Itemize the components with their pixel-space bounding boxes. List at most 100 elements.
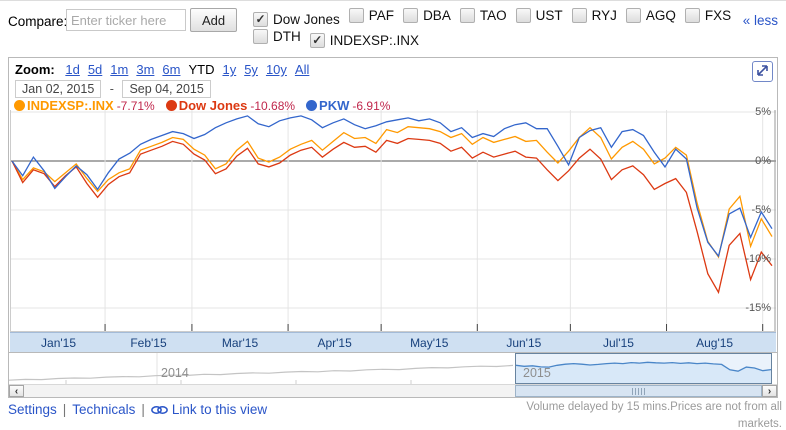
series-line-indexsp-inx xyxy=(11,126,773,259)
ticker-label: Dow Jones xyxy=(273,12,340,27)
legend-dot-icon xyxy=(165,100,177,111)
link-to-this-view-link[interactable]: Link to this view xyxy=(171,402,268,417)
legend-item-pkw: PKW -6.91% xyxy=(306,98,399,113)
zoom-range-3m[interactable]: 3m xyxy=(136,62,155,77)
compare-label: Compare: xyxy=(8,14,68,29)
checkbox-unchecked-icon[interactable] xyxy=(515,8,531,23)
scrubber-scrollbar[interactable]: ‹ › xyxy=(9,384,777,397)
checkbox-checked-icon[interactable]: ✓ xyxy=(309,33,325,48)
ticker-label: INDEXSP:.INX xyxy=(329,33,420,48)
ticker-checkbox-fxs[interactable]: FXS xyxy=(684,8,731,23)
ticker-label: DBA xyxy=(423,8,451,23)
y-tick-label: 5% xyxy=(755,106,771,118)
y-tick-label: -15% xyxy=(745,302,771,314)
zoom-range-ytd[interactable]: YTD xyxy=(188,62,215,77)
scrubber-selected-range[interactable]: 2015 xyxy=(515,353,772,384)
ticker-label: UST xyxy=(535,8,563,23)
x-tick-label: Mar'15 xyxy=(221,336,259,350)
y-tick-label: -10% xyxy=(745,253,771,265)
ticker-checkbox-dow-jones[interactable]: ✓ Dow Jones xyxy=(253,12,340,27)
scrubber-chart-2014[interactable] xyxy=(9,353,513,384)
legend-series-name: PKW xyxy=(319,98,350,113)
scrollbar-thumb[interactable] xyxy=(515,385,762,397)
scrubber-year-2014-label: 2014 xyxy=(161,366,189,380)
ticker-label: RYJ xyxy=(591,8,617,23)
legend-change-value: -7.71% xyxy=(116,99,155,113)
zoom-range-5d[interactable]: 5d xyxy=(87,62,103,77)
footer-separator: | xyxy=(62,402,67,417)
less-link[interactable]: « less xyxy=(742,13,778,28)
ticker-label: PAF xyxy=(368,8,395,23)
expand-icon xyxy=(756,64,769,80)
checkbox-unchecked-icon[interactable] xyxy=(459,8,475,23)
legend-item-dow-jones: Dow Jones -10.68% xyxy=(165,98,304,113)
zoom-range-all[interactable]: All xyxy=(294,62,310,77)
x-tick-label: Apr'15 xyxy=(317,336,352,350)
chart-legend: INDEXSP:.INX -7.71% Dow Jones -10.68% PKW -6.… xyxy=(14,98,401,113)
date-range: Jan 02, 2015 - Sep 04, 2015 xyxy=(15,80,211,98)
checkbox-unchecked-icon[interactable] xyxy=(571,8,587,23)
legend-series-name: INDEXSP:.INX xyxy=(27,98,114,113)
legend-series-name: Dow Jones xyxy=(178,98,248,113)
ticker-label: AGQ xyxy=(645,8,676,23)
settings-link[interactable]: Settings xyxy=(8,402,57,417)
date-to-field[interactable]: Sep 04, 2015 xyxy=(122,80,211,98)
technicals-link[interactable]: Technicals xyxy=(72,402,136,417)
x-axis-band xyxy=(10,332,776,352)
footer-separator: | xyxy=(141,402,145,417)
zoom-range-1m[interactable]: 1m xyxy=(110,62,129,77)
chain-link-icon xyxy=(150,403,168,418)
ticker-checkbox-tao[interactable]: TAO xyxy=(459,8,507,23)
zoom-label: Zoom: xyxy=(15,62,55,77)
ticker-checkbox-ust[interactable]: UST xyxy=(515,8,563,23)
checkbox-unchecked-icon[interactable] xyxy=(253,29,268,44)
y-tick-label: -5% xyxy=(751,204,771,216)
zoom-range-10y[interactable]: 10y xyxy=(265,62,287,77)
checkbox-unchecked-icon[interactable] xyxy=(403,8,419,23)
volume-disclaimer: Volume delayed by 15 mins.Prices are not… xyxy=(526,401,782,430)
ticker-label: TAO xyxy=(479,8,507,23)
zoom-range-5y[interactable]: 5y xyxy=(244,62,258,77)
zoom-range-1y[interactable]: 1y xyxy=(222,62,237,77)
x-tick-label: Feb'15 xyxy=(130,336,167,350)
ticker-label: DTH xyxy=(273,29,301,44)
price-chart-plot[interactable] xyxy=(10,110,776,332)
add-button[interactable]: Add xyxy=(190,8,238,32)
legend-item-indexsp-inx: INDEXSP:.INX -7.71% xyxy=(14,98,164,113)
checkbox-unchecked-icon[interactable] xyxy=(348,8,364,23)
legend-change-value: -6.91% xyxy=(352,99,391,113)
zoom-range-6m[interactable]: 6m xyxy=(162,62,181,77)
legend-dot-icon xyxy=(14,100,25,111)
checkbox-checked-icon[interactable]: ✓ xyxy=(253,12,268,27)
ticker-input[interactable] xyxy=(66,9,186,31)
zoom-range-1d[interactable]: 1d xyxy=(65,62,80,77)
x-tick-label: May'15 xyxy=(410,336,449,350)
ticker-checkbox-paf[interactable]: PAF xyxy=(348,8,395,23)
scrubber-year-2015-label: 2015 xyxy=(523,366,551,380)
ticker-row-2: DTH ✓ INDEXSP:.INX xyxy=(253,29,731,50)
chart-panel: Zoom: 1d 5d 1m 3m 6m YTD 1y 5y 10y All Jan 02, 20… xyxy=(8,57,778,353)
checkbox-unchecked-icon[interactable] xyxy=(625,8,641,23)
ticker-checkbox-indexsp-inx[interactable]: ✓ INDEXSP:.INX xyxy=(309,33,420,48)
ticker-row-1: ✓ Dow Jones PAF DBA TAO UST RYJ AGQ FXS xyxy=(253,8,731,29)
ticker-checkbox-dba[interactable]: DBA xyxy=(403,8,451,23)
date-range-separator: - xyxy=(109,82,114,96)
legend-dot-icon xyxy=(306,100,318,111)
x-tick-label: Jul'15 xyxy=(602,336,634,350)
ticker-checkbox-agq[interactable]: AGQ xyxy=(625,8,676,23)
x-tick-label: Aug'15 xyxy=(696,336,734,350)
ticker-checkbox-ryj[interactable]: RYJ xyxy=(571,8,617,23)
checkbox-unchecked-icon[interactable] xyxy=(684,8,700,23)
date-from-field[interactable]: Jan 02, 2015 xyxy=(15,80,102,98)
scrubber-chart-2015 xyxy=(515,361,772,383)
top-divider xyxy=(0,0,786,1)
scroll-right-button[interactable]: › xyxy=(762,385,777,397)
expand-chart-button[interactable] xyxy=(752,61,773,82)
time-scrubber-panel: 2014 2015 ‹ › xyxy=(8,352,778,398)
zoom-controls: Zoom: 1d 5d 1m 3m 6m YTD 1y 5y 10y All xyxy=(15,62,317,77)
legend-change-value: -10.68% xyxy=(250,99,296,113)
scroll-left-button[interactable]: ‹ xyxy=(9,385,24,397)
footer-links: Settings | Technicals | Link to this view xyxy=(8,402,267,418)
ticker-checkbox-dth[interactable]: DTH xyxy=(253,29,301,44)
